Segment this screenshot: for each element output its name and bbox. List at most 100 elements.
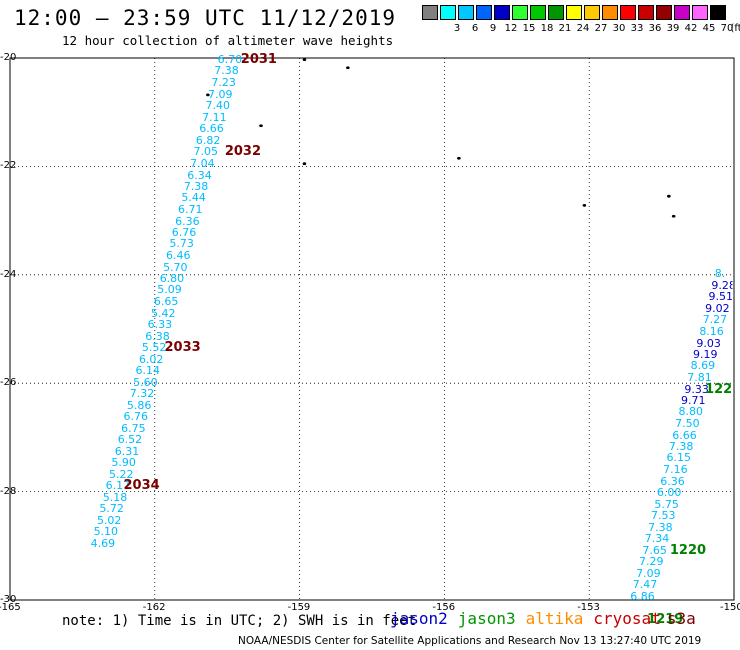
wave-height-value: 7.32 bbox=[129, 386, 155, 400]
wave-height-value: 5.86 bbox=[126, 398, 152, 412]
legend-jason2: jason2 bbox=[390, 609, 448, 628]
scale-label: 33 bbox=[630, 23, 644, 34]
legend-s3a: s3a bbox=[666, 609, 696, 628]
island-marker bbox=[671, 214, 676, 218]
wave-height-value: 6.86 bbox=[630, 589, 655, 603]
island-marker bbox=[457, 156, 461, 160]
scale-swatch bbox=[674, 5, 690, 20]
wave-height-value: 6.66 bbox=[672, 428, 697, 442]
wave-height-value: 7.47 bbox=[632, 578, 658, 592]
footnote: note: 1) Time is in UTC; 2) SWH is in fe… bbox=[62, 613, 417, 629]
map-title: 12:00 – 23:59 UTC 11/12/2019 bbox=[14, 6, 397, 30]
wave-height-value: 6.36 bbox=[660, 474, 685, 488]
island-marker bbox=[259, 124, 263, 128]
wave-height-value: 8.16 bbox=[699, 324, 724, 338]
island-marker bbox=[346, 66, 350, 70]
track-time-label: 1220 bbox=[669, 542, 707, 558]
wave-height-value: 6.14 bbox=[135, 364, 161, 378]
wave-height-value: 5.42 bbox=[151, 306, 176, 320]
island-marker bbox=[667, 194, 671, 198]
wave-height-value: 7.40 bbox=[205, 99, 231, 113]
wave-height-value: 6.52 bbox=[117, 433, 143, 447]
wave-height-value: 7.53 bbox=[651, 508, 676, 522]
scale-label: 18 bbox=[540, 23, 554, 34]
wave-height-value: 9.71 bbox=[680, 394, 706, 407]
wave-height-value: 7.38 bbox=[214, 64, 239, 78]
island-marker bbox=[302, 162, 307, 166]
legend-jason3: jason3 bbox=[457, 609, 516, 628]
scale-label: 21 bbox=[558, 23, 572, 34]
scale-swatch bbox=[566, 5, 582, 20]
wave-height-value: 7.05 bbox=[193, 145, 218, 159]
scale-swatch bbox=[584, 5, 600, 20]
wave-height-value: 7.04 bbox=[190, 156, 215, 170]
wave-height-value: 5.72 bbox=[99, 502, 124, 516]
wave-height-value: 8.80 bbox=[678, 405, 704, 419]
scale-label: 9 bbox=[489, 23, 497, 34]
lat-tick-label: -30 bbox=[0, 594, 17, 605]
scale-swatch bbox=[548, 5, 564, 20]
lat-tick-label: -22 bbox=[0, 160, 17, 172]
track-time-label: 2032 bbox=[224, 144, 262, 160]
wave-height-value: 6.36 bbox=[175, 214, 200, 228]
island-marker bbox=[206, 93, 210, 97]
scale-swatch bbox=[692, 5, 708, 20]
scale-label: 24 bbox=[576, 23, 590, 34]
wave-height-value: 5.02 bbox=[96, 513, 122, 527]
scale-swatch bbox=[494, 5, 510, 20]
wave-height-value: 7.11 bbox=[202, 110, 227, 124]
lon-tick-label: -153 bbox=[577, 602, 600, 613]
island-marker bbox=[302, 58, 307, 62]
wave-height-value: 9.19 bbox=[693, 347, 718, 361]
scale-label: 27 bbox=[594, 23, 608, 34]
scale-swatch bbox=[440, 5, 456, 20]
lon-tick-label: -165 bbox=[0, 602, 21, 613]
lon-tick-label: -159 bbox=[287, 602, 311, 613]
wave-height-value: 6.76 bbox=[171, 225, 197, 239]
wave-height-value: 6.82 bbox=[195, 133, 221, 147]
lat-tick-label: -20 bbox=[0, 52, 17, 63]
lon-tick-label: -162 bbox=[142, 602, 166, 613]
wave-height-value: 5.44 bbox=[181, 191, 206, 205]
scale-swatch bbox=[476, 5, 492, 20]
wave-height-value: 9.33 bbox=[684, 382, 709, 396]
wave-height-value: 7.81 bbox=[687, 370, 712, 384]
scale-label: 70 bbox=[720, 23, 734, 34]
wave-height-value: 6.17 bbox=[105, 479, 131, 493]
wave-height-value: 6.76 bbox=[123, 410, 148, 424]
wave-height-value: 6.38 bbox=[145, 329, 170, 343]
wave-height-value: 7.34 bbox=[644, 532, 670, 546]
wave-height-value: 6.02 bbox=[138, 352, 164, 366]
wave-height-value: 6.70 bbox=[217, 53, 243, 67]
scale-label: 39 bbox=[666, 23, 680, 34]
scale-swatch bbox=[422, 5, 438, 20]
wave-height-value: 6.34 bbox=[187, 168, 212, 182]
wave-height-value: 5.22 bbox=[109, 467, 134, 481]
wave-height-value: 6.80 bbox=[159, 272, 185, 286]
wave-height-value: 7.27 bbox=[702, 313, 728, 327]
wave-height-value: 7.09 bbox=[636, 566, 661, 580]
scale-swatch bbox=[638, 5, 654, 20]
wave-height-value: 6.00 bbox=[656, 486, 682, 500]
wave-height-value: 5.90 bbox=[111, 456, 136, 470]
scale-label: 3 bbox=[453, 23, 461, 34]
track-time-label: 1219 bbox=[647, 611, 684, 627]
track-time-label: 2033 bbox=[164, 339, 201, 355]
lat-tick-label: -28 bbox=[0, 485, 17, 497]
wave-height-value: 5.75 bbox=[654, 497, 679, 511]
scale-swatch bbox=[620, 5, 636, 20]
scale-swatch bbox=[602, 5, 618, 20]
wave-height-value: 5.52 bbox=[141, 340, 167, 354]
scale-label: 36 bbox=[648, 23, 662, 34]
wave-height-value: 5.10 bbox=[93, 525, 119, 539]
track-time-label: 2031 bbox=[240, 52, 277, 68]
wave-height-value: 9.02 bbox=[705, 301, 730, 315]
scale-swatch bbox=[458, 5, 474, 20]
wave-height-value: 7.29 bbox=[638, 554, 664, 568]
wave-height-value: 6.46 bbox=[165, 248, 191, 262]
wave-height-value: 9.51 bbox=[708, 290, 733, 304]
wave-height-value: 7.09 bbox=[207, 87, 233, 101]
lat-tick-label: -26 bbox=[0, 377, 17, 389]
wave-height-value: 6.71 bbox=[178, 202, 203, 216]
